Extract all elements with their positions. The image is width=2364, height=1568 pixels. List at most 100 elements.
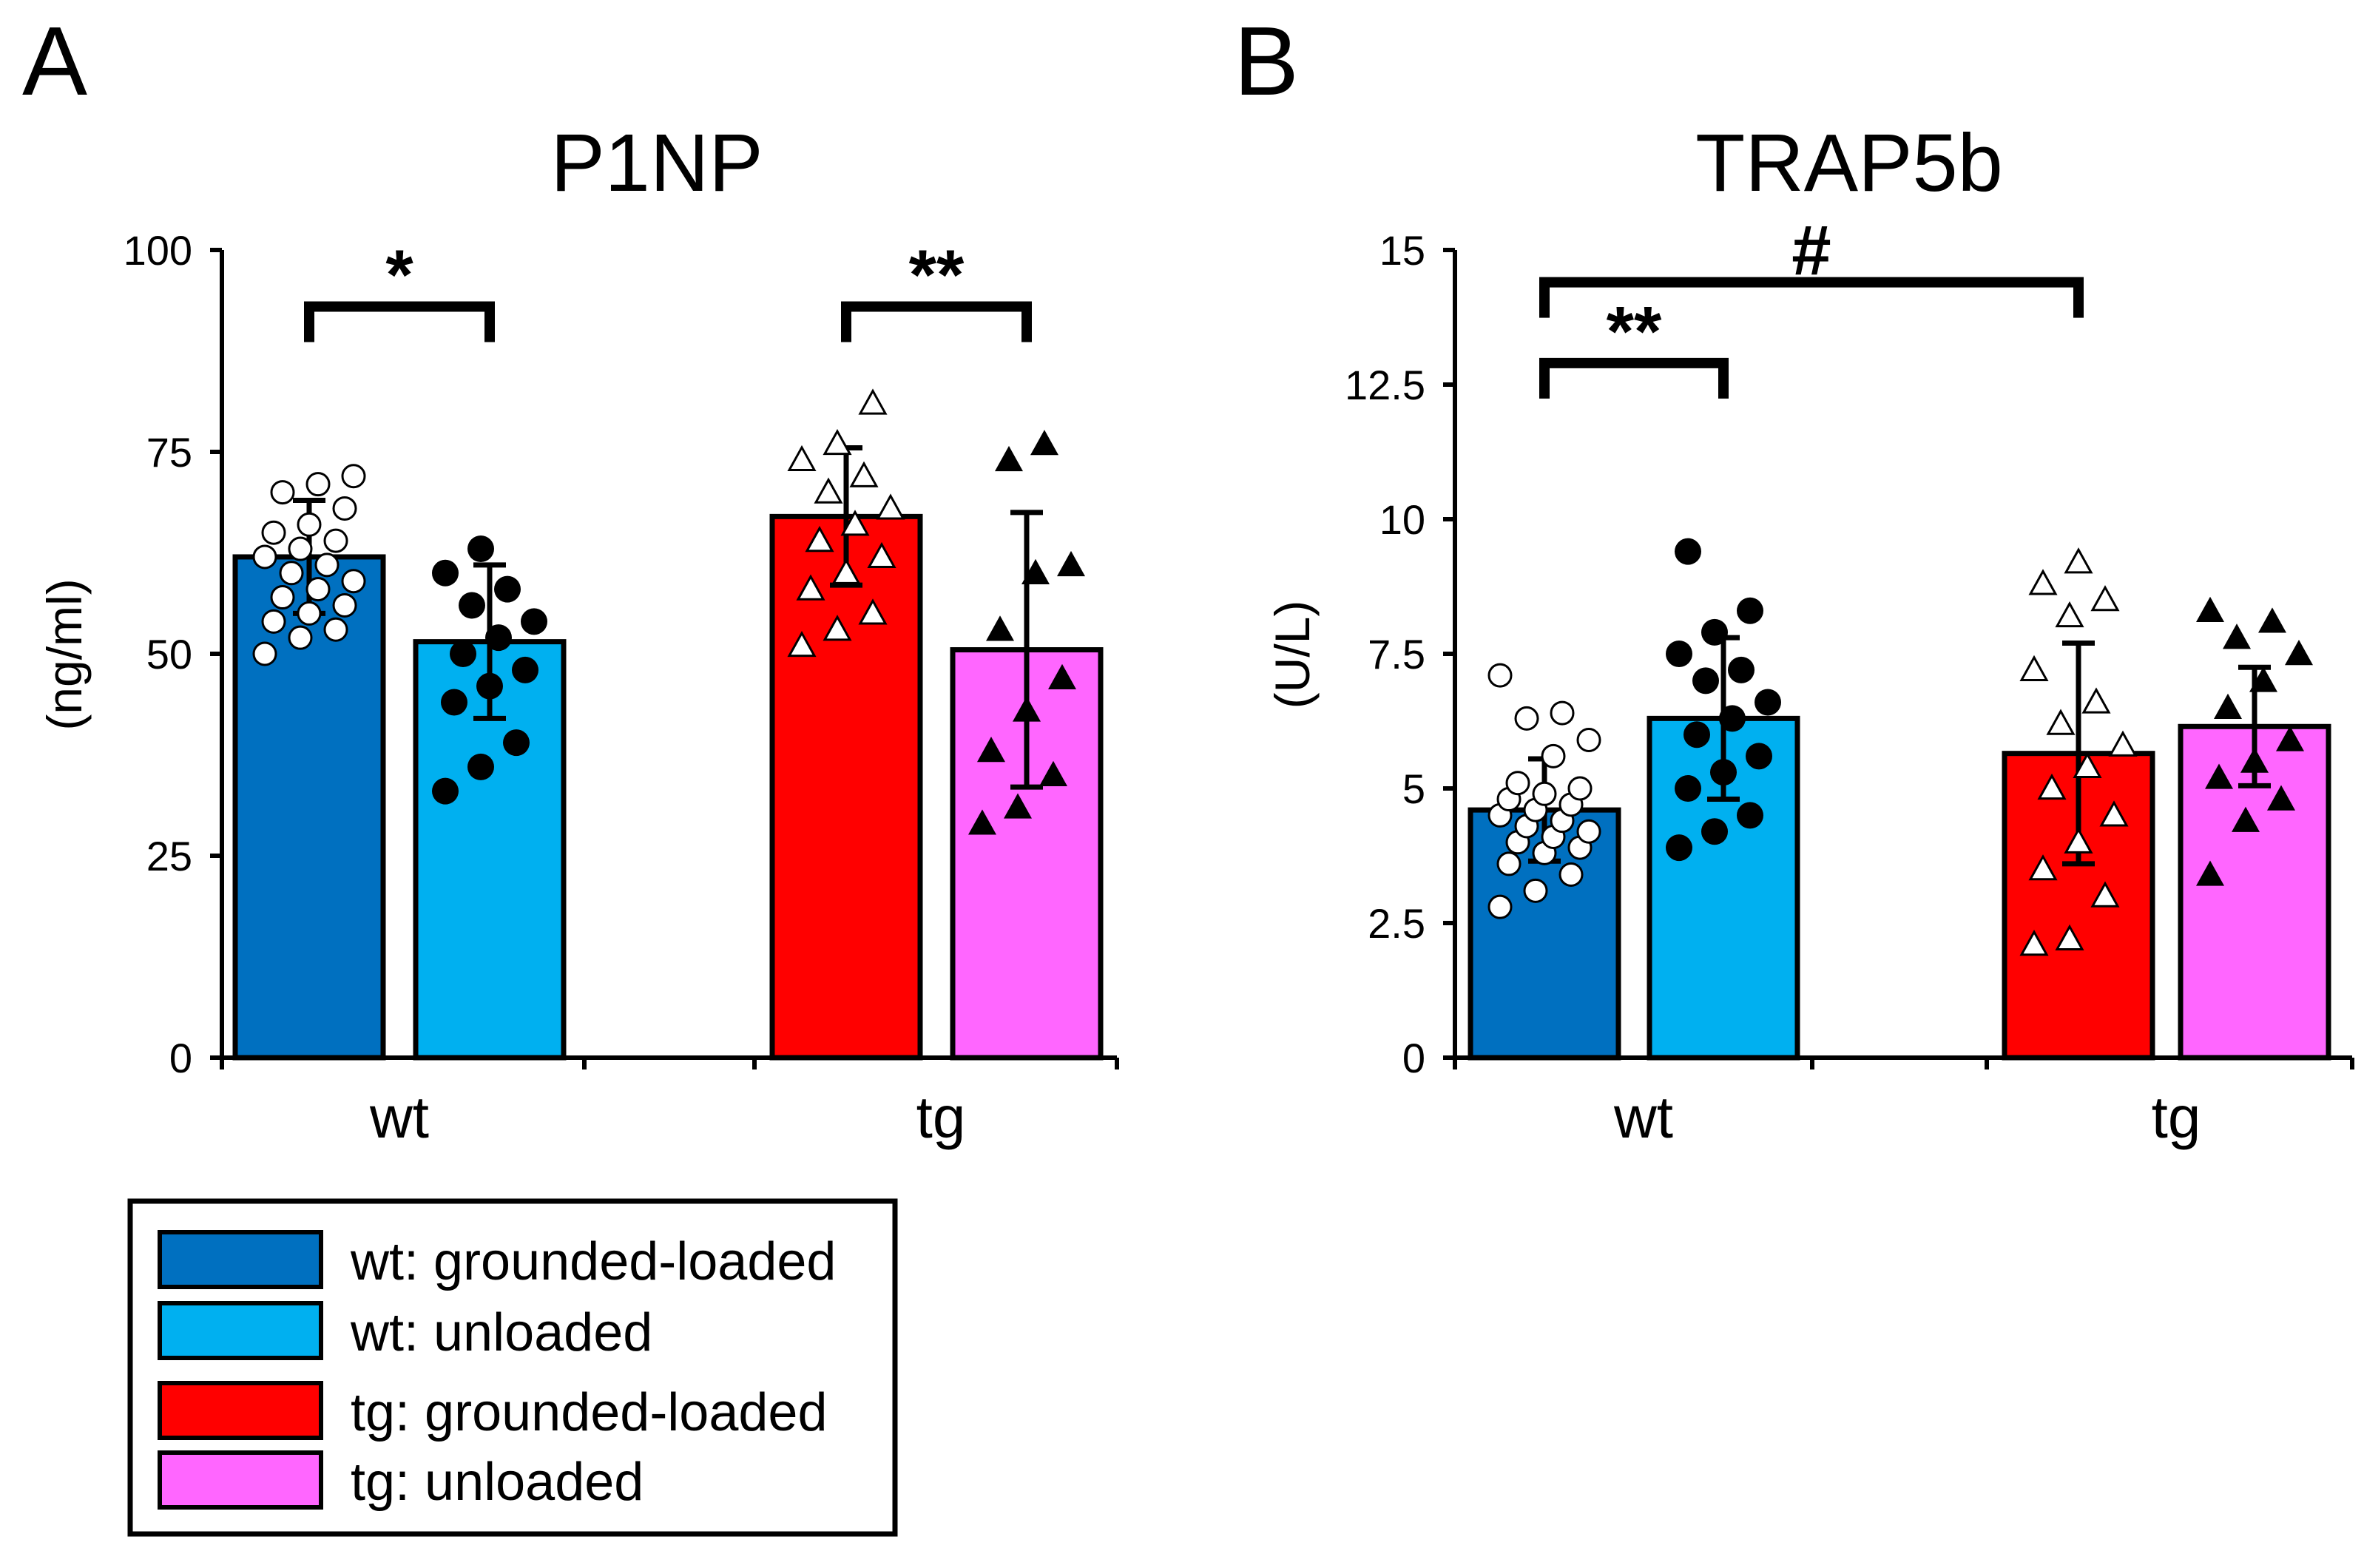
data-point	[270, 480, 295, 505]
data-point	[1021, 558, 1050, 584]
data-point	[849, 461, 879, 487]
data-point	[2055, 601, 2084, 628]
data-point	[2108, 730, 2138, 757]
data-point	[823, 428, 852, 456]
data-point	[2214, 693, 2242, 719]
data-point	[1048, 663, 1076, 689]
data-point	[1683, 721, 1710, 748]
data-point	[2037, 773, 2067, 800]
data-point	[1675, 775, 1701, 802]
data-point	[986, 615, 1014, 641]
data-point	[2073, 751, 2102, 778]
data-point	[494, 575, 521, 603]
data-point	[2196, 860, 2224, 886]
data-point	[796, 574, 825, 601]
data-point	[840, 510, 870, 536]
significance-label: *	[385, 235, 413, 314]
significance-label: #	[1791, 212, 1831, 291]
y-tick-label: 0	[1402, 1035, 1425, 1081]
y-tick-label: 5	[1402, 766, 1425, 812]
data-point	[1710, 759, 1737, 786]
y-axis-label: (U/L)	[1265, 601, 1320, 709]
data-point	[814, 477, 843, 504]
y-tick-label: 7.5	[1368, 631, 1425, 677]
data-point	[2064, 827, 2093, 854]
data-point	[867, 541, 896, 569]
data-point	[332, 496, 357, 521]
significance-bracket	[304, 301, 495, 342]
data-point	[341, 464, 366, 489]
data-point	[1004, 793, 1032, 819]
data-point	[323, 617, 348, 642]
data-point	[1692, 667, 1719, 695]
data-point	[261, 520, 286, 545]
data-point	[1666, 834, 1692, 862]
data-point	[1013, 696, 1041, 722]
data-point	[858, 388, 888, 415]
data-point	[2276, 726, 2304, 751]
data-point	[995, 445, 1023, 472]
y-tick-label: 10	[1379, 496, 1425, 543]
y-axis-label: (ng/ml)	[37, 578, 92, 730]
legend-label: tg: unloaded	[351, 1453, 644, 1512]
data-point	[279, 561, 304, 586]
data-point	[2090, 881, 2120, 908]
data-point	[1558, 862, 1584, 887]
data-point	[2223, 624, 2251, 649]
data-point	[1514, 706, 1539, 731]
legend-label: wt: grounded-loaded	[350, 1232, 836, 1291]
data-point	[1728, 656, 1755, 683]
data-point	[2196, 596, 2224, 622]
significance-bracket	[1539, 277, 2084, 318]
legend-label: tg: grounded-loaded	[351, 1383, 828, 1442]
data-point	[2019, 930, 2049, 956]
data-point	[1523, 878, 1548, 903]
data-point	[503, 729, 530, 757]
data-point	[270, 585, 295, 610]
data-point	[2019, 655, 2049, 681]
data-point	[2064, 547, 2093, 574]
data-point	[261, 609, 286, 634]
y-tick-label: 15	[1379, 227, 1425, 274]
data-point	[252, 544, 277, 570]
legend: wt: grounded-loaded wt: unloaded tg: gro…	[127, 1198, 898, 1537]
data-point	[1550, 700, 1575, 726]
data-point	[1487, 894, 1513, 919]
data-point	[876, 493, 905, 520]
error-bar	[2062, 640, 2095, 867]
data-point	[288, 536, 313, 561]
data-point	[467, 753, 494, 780]
data-point	[432, 777, 459, 805]
data-point	[968, 809, 996, 835]
data-point	[858, 598, 888, 625]
data-point	[332, 592, 357, 618]
data-point	[1532, 781, 1557, 806]
data-point	[1567, 776, 1593, 801]
x-tick-label: wt	[1613, 1084, 1673, 1150]
data-point	[1755, 689, 1781, 716]
y-tick-label: 0	[169, 1035, 192, 1081]
y-tick-label: 50	[146, 631, 192, 677]
data-point	[450, 641, 476, 667]
data-point	[2046, 709, 2076, 735]
data-point	[823, 615, 852, 641]
significance-label: **	[909, 235, 965, 314]
chart-title: P1NP	[550, 118, 763, 209]
data-point	[521, 608, 547, 635]
significance-label: **	[1607, 292, 1662, 371]
legend-frame	[127, 1198, 898, 1537]
y-tick-label: 12.5	[1345, 362, 1425, 408]
significance-bracket	[1539, 357, 1729, 399]
data-point	[2285, 640, 2313, 666]
data-point	[1541, 743, 1566, 768]
data-point	[476, 672, 503, 700]
legend-swatch	[158, 1381, 323, 1440]
data-point	[1737, 802, 1763, 829]
data-point	[831, 558, 861, 584]
x-tick-label: tg	[2152, 1084, 2201, 1150]
legend-swatch	[158, 1301, 323, 1360]
data-point	[2090, 585, 2120, 612]
data-point	[2028, 854, 2058, 881]
